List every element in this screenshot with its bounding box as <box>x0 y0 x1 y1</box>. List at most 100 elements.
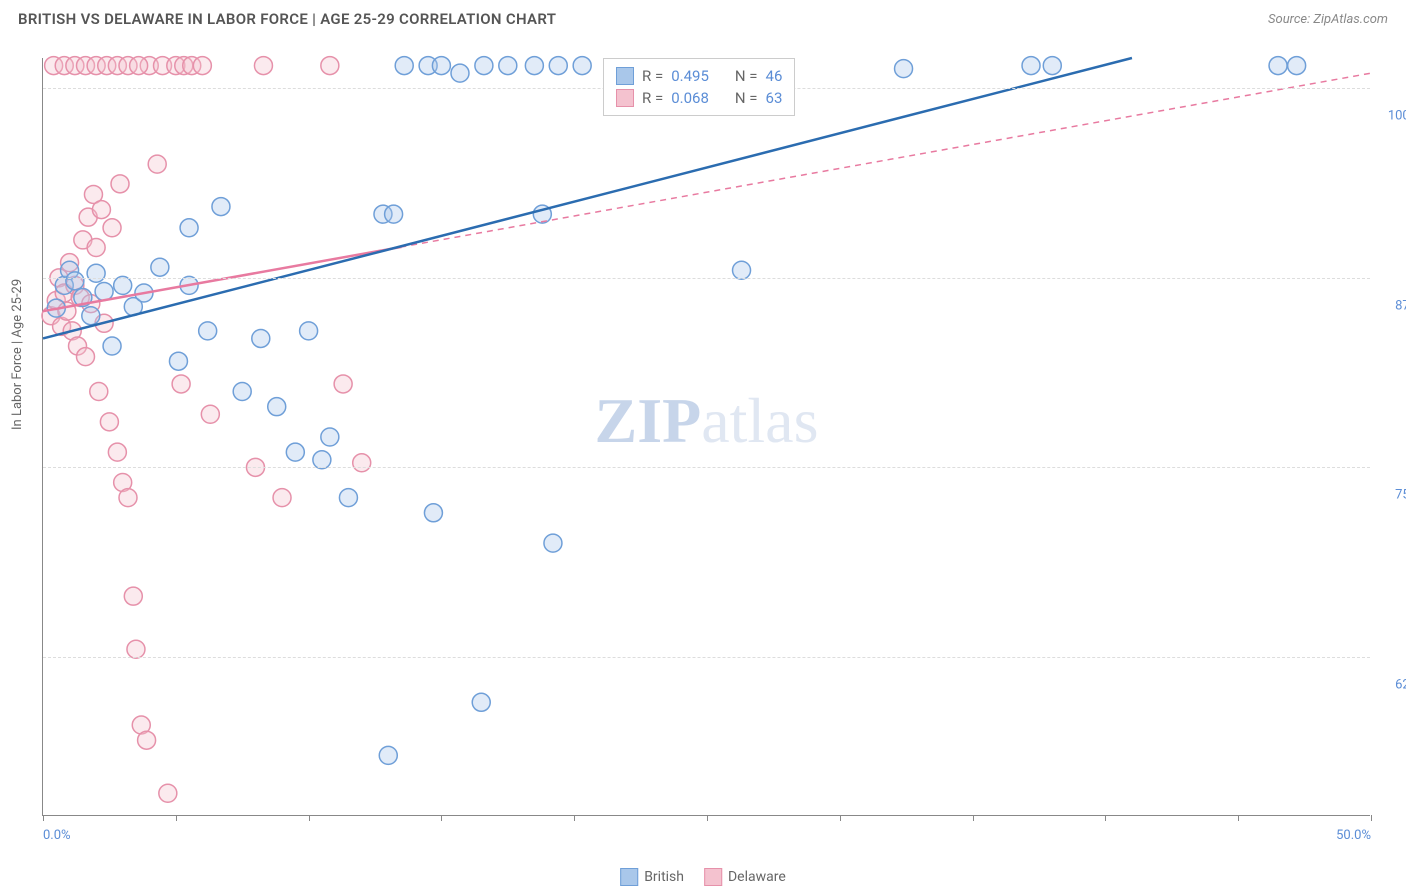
scatter-point <box>424 504 442 522</box>
scatter-point <box>199 322 217 340</box>
scatter-point <box>172 375 190 393</box>
scatter-point <box>1288 57 1306 75</box>
xtick <box>441 815 442 821</box>
xtick <box>1105 815 1106 821</box>
scatter-point <box>180 219 198 237</box>
legend-n-value: 46 <box>766 67 783 85</box>
legend-bottom: British Delaware <box>620 868 786 886</box>
scatter-point <box>895 60 913 78</box>
scatter-point <box>95 282 113 300</box>
scatter-point <box>451 64 469 82</box>
scatter-point <box>76 348 94 366</box>
xtick <box>840 815 841 821</box>
xtick <box>43 815 44 821</box>
scatter-point <box>103 337 121 355</box>
scatter-point <box>549 57 567 75</box>
chart-plot-area: ZIPatlas R =0.495N =46R =0.068N =63 62.5… <box>42 58 1370 816</box>
scatter-point <box>286 443 304 461</box>
legend-item: British <box>620 868 684 886</box>
gridline <box>43 657 1370 658</box>
legend-r-label: R = <box>642 89 663 107</box>
scatter-point <box>544 534 562 552</box>
scatter-point <box>472 693 490 711</box>
source-text: Source: ZipAtlas.com <box>1268 12 1388 27</box>
y-axis-label: In Labor Force | Age 25-29 <box>10 279 25 430</box>
scatter-point <box>100 413 118 431</box>
xtick <box>1371 815 1372 821</box>
scatter-point <box>573 57 591 75</box>
scatter-point <box>114 276 132 294</box>
legend-r-value: 0.495 <box>671 67 709 85</box>
ytick-label: 87.5% <box>1395 298 1406 313</box>
scatter-point <box>1269 57 1287 75</box>
scatter-svg <box>43 58 1370 815</box>
legend-stats: R =0.495N =46R =0.068N =63 <box>603 58 795 116</box>
scatter-point <box>1022 57 1040 75</box>
scatter-point <box>475 57 493 75</box>
scatter-point <box>379 746 397 764</box>
xtick <box>707 815 708 821</box>
scatter-point <box>252 329 270 347</box>
legend-swatch <box>616 89 634 107</box>
scatter-point <box>339 489 357 507</box>
scatter-point <box>148 155 166 173</box>
scatter-point <box>87 239 105 257</box>
scatter-point <box>193 57 211 75</box>
scatter-point <box>201 405 219 423</box>
ytick-label: 100.0% <box>1388 109 1406 124</box>
scatter-point <box>159 784 177 802</box>
scatter-point <box>313 451 331 469</box>
scatter-point <box>334 375 352 393</box>
scatter-point <box>254 57 272 75</box>
legend-label: British <box>644 869 684 885</box>
xtick-label: 0.0% <box>43 828 71 843</box>
xtick <box>973 815 974 821</box>
scatter-point <box>353 454 371 472</box>
legend-swatch <box>704 868 722 886</box>
legend-item: Delaware <box>704 868 786 886</box>
legend-label: Delaware <box>728 869 786 885</box>
scatter-point <box>66 272 84 290</box>
scatter-point <box>273 489 291 507</box>
legend-swatch <box>620 868 638 886</box>
scatter-point <box>151 258 169 276</box>
legend-n-label: N = <box>735 67 758 85</box>
xtick <box>309 815 310 821</box>
scatter-point <box>103 219 121 237</box>
scatter-point <box>733 261 751 279</box>
xtick <box>1238 815 1239 821</box>
legend-stat-row: R =0.068N =63 <box>616 87 782 109</box>
scatter-point <box>499 57 517 75</box>
scatter-point <box>432 57 450 75</box>
scatter-point <box>130 57 148 75</box>
scatter-point <box>385 205 403 223</box>
legend-r-label: R = <box>642 67 663 85</box>
scatter-point <box>138 731 156 749</box>
legend-n-label: N = <box>735 89 758 107</box>
scatter-point <box>124 587 142 605</box>
scatter-point <box>321 57 339 75</box>
chart-title: BRITISH VS DELAWARE IN LABOR FORCE | AGE… <box>18 10 556 28</box>
scatter-point <box>127 640 145 658</box>
ytick-label: 75.0% <box>1395 488 1406 503</box>
scatter-point <box>108 443 126 461</box>
scatter-point <box>300 322 318 340</box>
scatter-point <box>119 489 137 507</box>
xtick <box>176 815 177 821</box>
scatter-point <box>321 428 339 446</box>
legend-r-value: 0.068 <box>671 89 709 107</box>
scatter-point <box>1043 57 1061 75</box>
scatter-point <box>233 383 251 401</box>
scatter-point <box>111 175 129 193</box>
legend-swatch <box>616 67 634 85</box>
trend-line-british <box>43 58 1132 338</box>
scatter-point <box>212 198 230 216</box>
scatter-point <box>90 383 108 401</box>
scatter-point <box>395 57 413 75</box>
gridline <box>43 467 1370 468</box>
ytick-label: 62.5% <box>1395 677 1406 692</box>
scatter-point <box>169 352 187 370</box>
gridline <box>43 278 1370 279</box>
xtick <box>574 815 575 821</box>
xtick-label: 50.0% <box>1336 828 1371 843</box>
